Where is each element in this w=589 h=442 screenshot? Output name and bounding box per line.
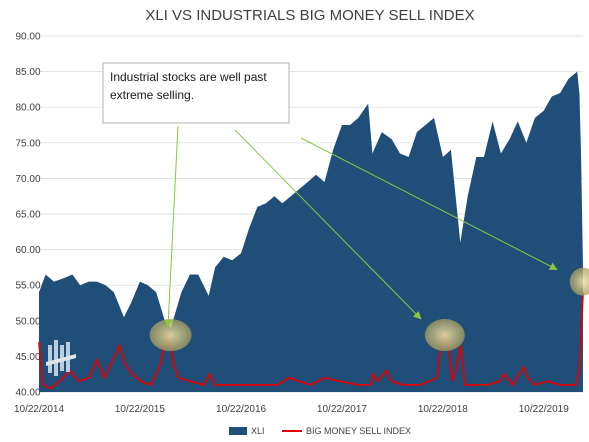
highlight-circle — [569, 267, 589, 296]
y-tick-label: 40.00 — [15, 388, 40, 399]
y-tick-label: 60.00 — [15, 245, 40, 256]
y-tick-label: 90.00 — [15, 32, 40, 43]
annotation-arrow — [234, 129, 422, 320]
y-tick-label: 70.00 — [15, 174, 40, 185]
logo-icon — [46, 340, 76, 376]
annotation-callout: Industrial stocks are well past extreme … — [102, 62, 290, 124]
highlight-circles — [149, 267, 589, 352]
annotation-arrow — [164, 125, 179, 328]
y-axis-ticks: 40.00 45.00 50.00 55.00 60.00 65.00 70.00 75.00… — [15, 32, 40, 399]
annotation-arrows — [164, 125, 558, 328]
highlight-circle — [149, 319, 192, 352]
highlight-circle — [424, 319, 465, 352]
legend-label-xli: XLI — [251, 426, 265, 436]
xli-area-series — [39, 71, 583, 392]
x-tick-label: 10/22/2017 — [317, 404, 367, 415]
bmsi-line-series — [38, 292, 584, 390]
y-tick-label: 80.00 — [15, 103, 40, 114]
x-tick-label: 10/22/2015 — [115, 404, 165, 415]
x-tick-label: 10/22/2018 — [418, 404, 468, 415]
x-tick-label: 10/22/2014 — [14, 404, 64, 415]
legend-label-bmsi: BIG MONEY SELL INDEX — [306, 426, 411, 436]
legend: XLI BIG MONEY SELL INDEX — [229, 426, 411, 436]
y-tick-label: 50.00 — [15, 316, 40, 327]
y-tick-label: 85.00 — [15, 67, 40, 78]
x-tick-label: 10/22/2016 — [216, 404, 266, 415]
chart-title: XLI VS INDUSTRIALS BIG MONEY SELL INDEX — [145, 7, 474, 24]
annotation-arrow — [300, 137, 558, 270]
annotation-text-line1: Industrial stocks are well past — [110, 70, 267, 84]
y-tick-label: 55.00 — [15, 281, 40, 292]
svg-text:Industrial stocks are well pas: Industrial stocks are well past extreme … — [110, 70, 270, 102]
legend-swatch-xli — [229, 427, 247, 435]
x-axis-ticks: 10/22/2014 10/22/2015 10/22/2016 10/22/2017… — [14, 404, 569, 415]
y-tick-label: 75.00 — [15, 138, 40, 149]
y-tick-label: 45.00 — [15, 352, 40, 363]
x-tick-label: 10/22/2019 — [519, 404, 569, 415]
annotation-text-line2: extreme selling. — [110, 88, 194, 102]
y-tick-label: 65.00 — [15, 210, 40, 221]
